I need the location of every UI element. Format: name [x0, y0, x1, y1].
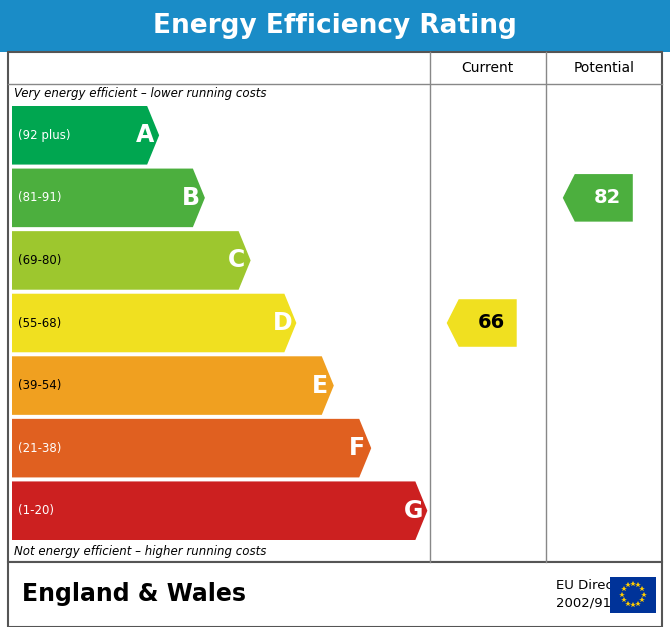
Text: G: G [403, 498, 423, 523]
Text: E: E [312, 374, 328, 398]
Polygon shape [447, 299, 517, 347]
Text: D: D [273, 311, 292, 335]
Text: (55-68): (55-68) [18, 317, 61, 330]
Polygon shape [12, 106, 159, 164]
Text: (92 plus): (92 plus) [18, 129, 70, 142]
Text: England & Wales: England & Wales [22, 582, 246, 606]
Text: (69-80): (69-80) [18, 254, 62, 267]
Polygon shape [563, 174, 632, 221]
Polygon shape [12, 482, 427, 540]
Text: (39-54): (39-54) [18, 379, 62, 392]
Bar [0, 0, 670, 52]
Polygon shape [12, 169, 205, 227]
Bar [610, 576, 656, 613]
Bar [8, 562, 662, 627]
Polygon shape [12, 419, 371, 477]
Text: 82: 82 [594, 188, 621, 208]
Text: Not energy efficient – higher running costs: Not energy efficient – higher running co… [14, 545, 267, 559]
Text: Energy Efficiency Rating: Energy Efficiency Rating [153, 13, 517, 39]
Text: 66: 66 [478, 314, 505, 332]
Text: Current: Current [462, 61, 514, 75]
Text: Very energy efficient – lower running costs: Very energy efficient – lower running co… [14, 88, 267, 100]
Bar [8, 52, 662, 562]
Text: EU Directive
2002/91/EC: EU Directive 2002/91/EC [555, 579, 638, 610]
Text: (1-20): (1-20) [18, 504, 54, 517]
Text: (21-38): (21-38) [18, 441, 62, 455]
Text: A: A [136, 124, 154, 147]
Polygon shape [12, 231, 251, 290]
Text: Potential: Potential [574, 61, 634, 75]
Text: F: F [349, 436, 365, 460]
Polygon shape [12, 293, 296, 352]
Polygon shape [12, 356, 334, 415]
Text: C: C [228, 248, 245, 272]
Text: B: B [182, 186, 200, 210]
Text: (81-91): (81-91) [18, 191, 62, 204]
